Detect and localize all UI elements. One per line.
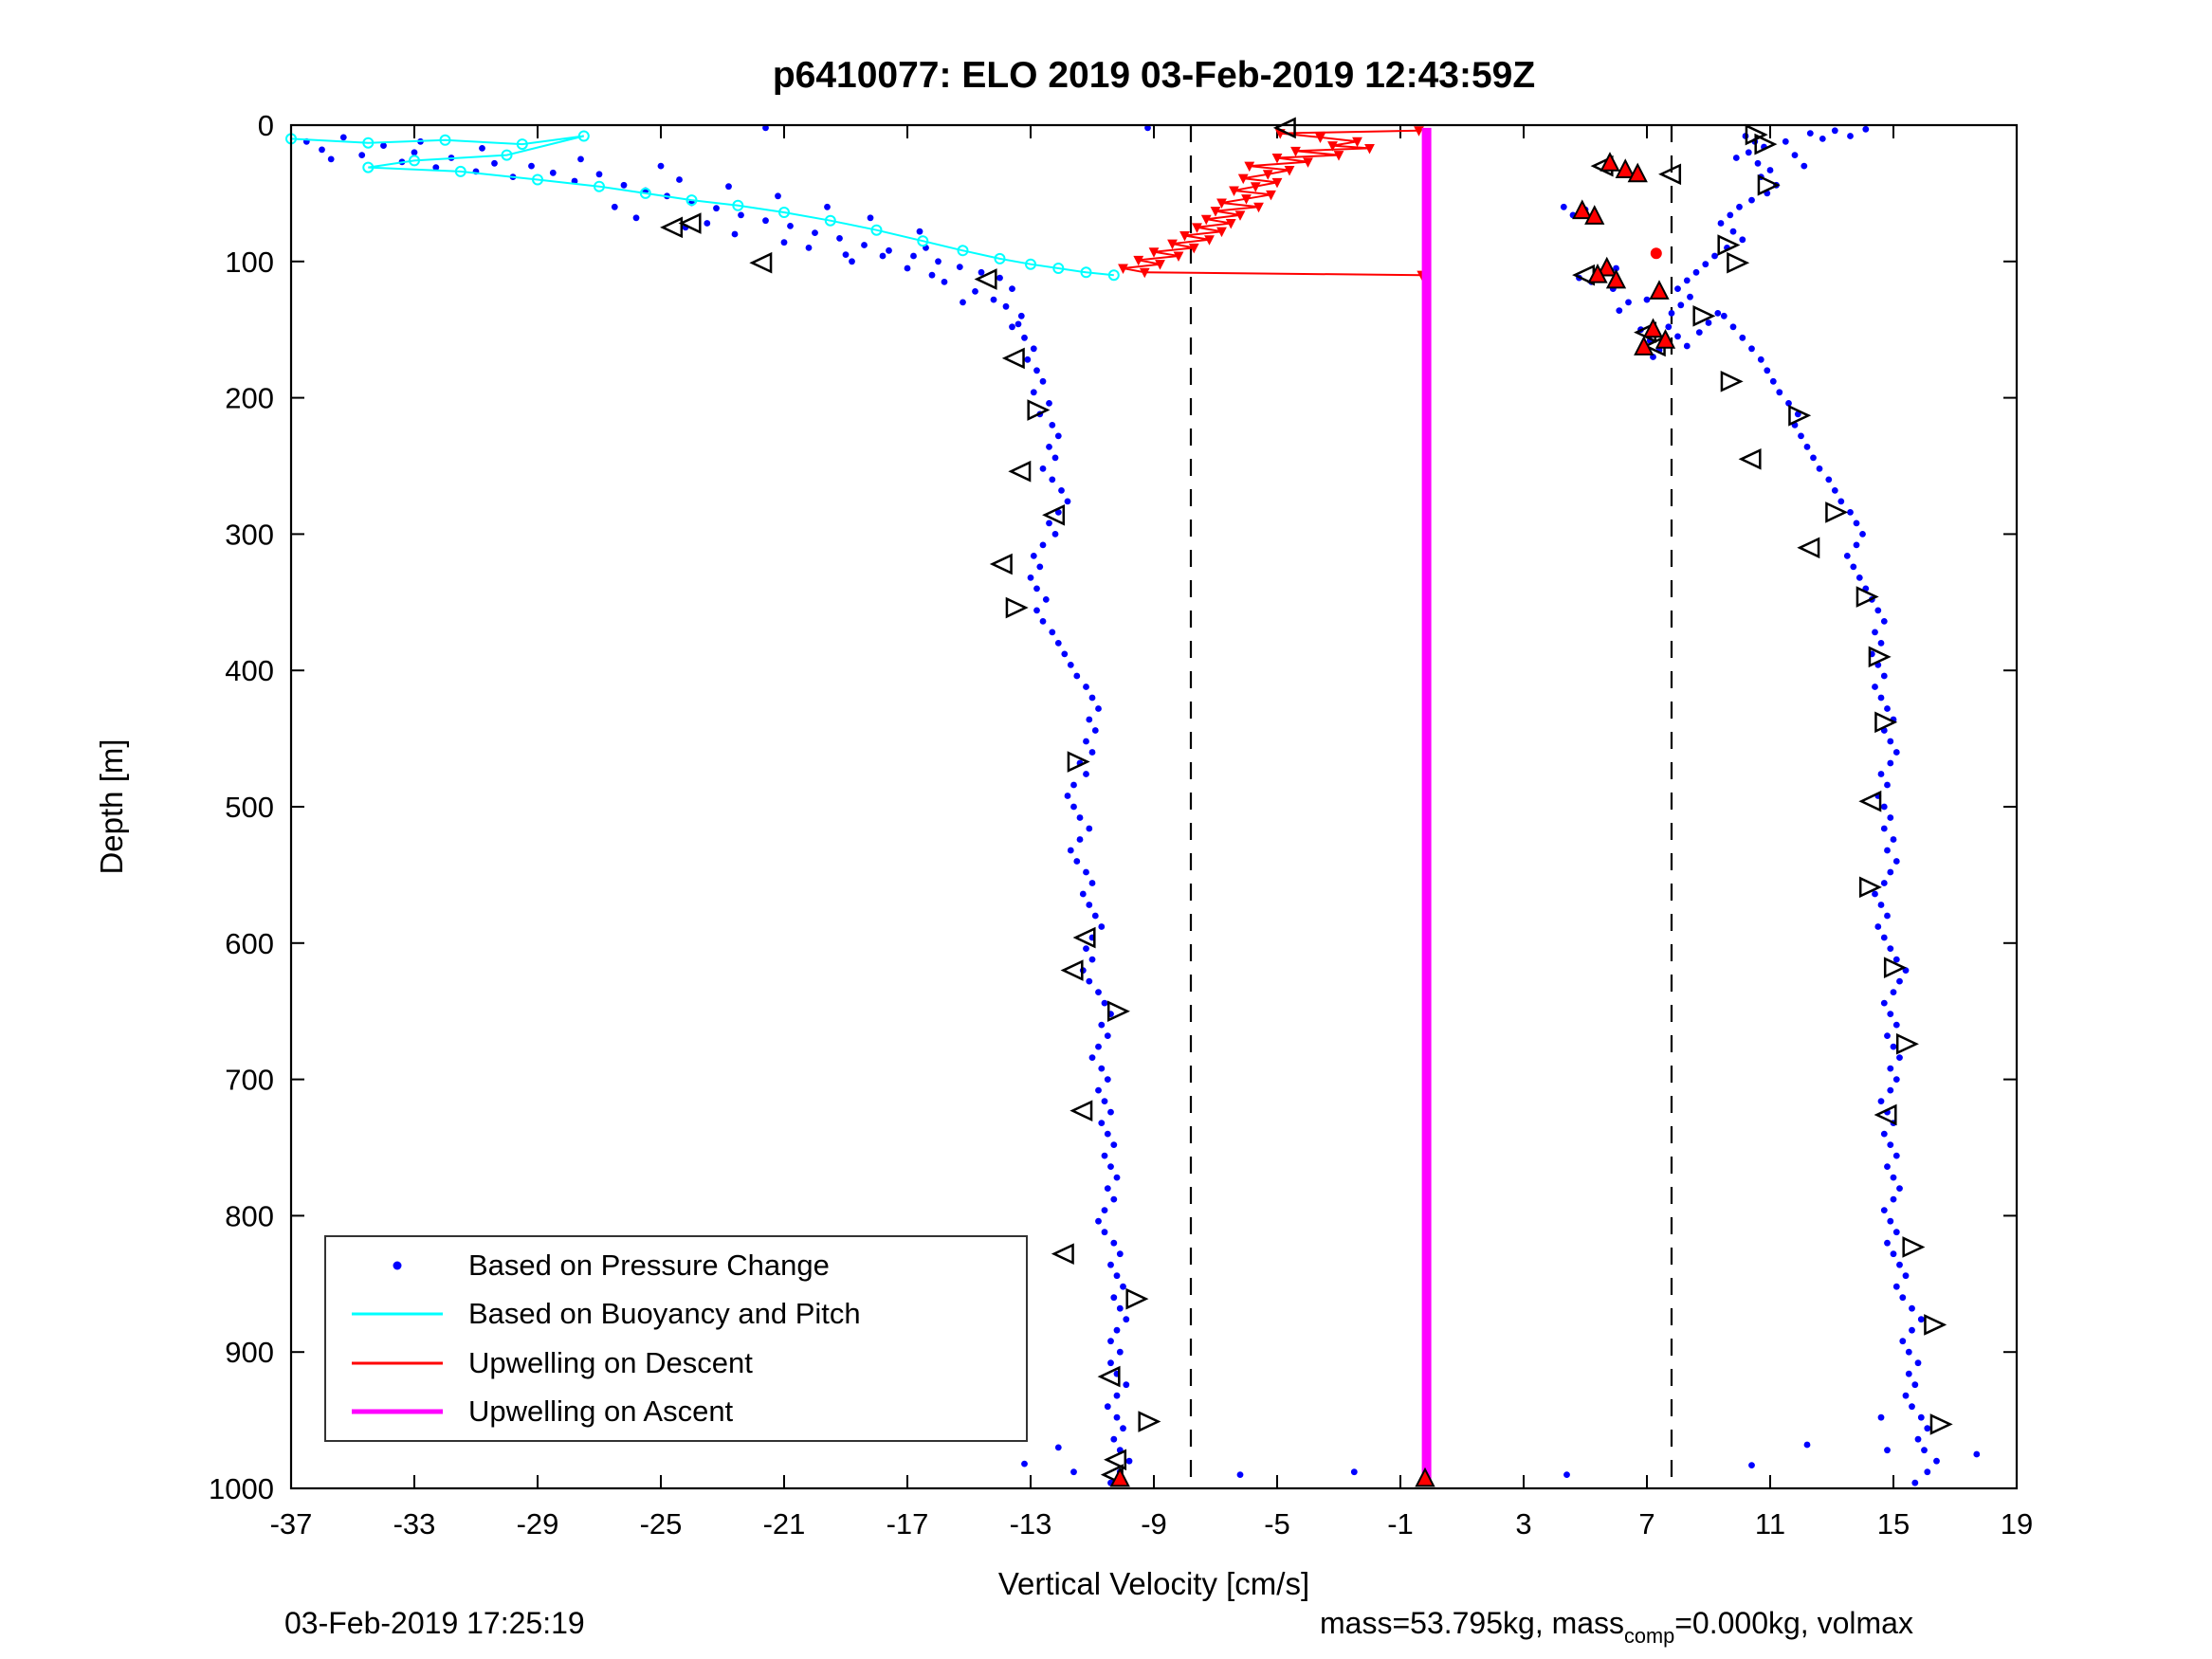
svg-text:-33: -33 bbox=[393, 1507, 436, 1540]
svg-text:19: 19 bbox=[2001, 1507, 2033, 1540]
svg-text:0: 0 bbox=[258, 109, 274, 142]
svg-text:3: 3 bbox=[1515, 1507, 1531, 1540]
svg-text:-29: -29 bbox=[517, 1507, 559, 1540]
legend-label: Based on Pressure Change bbox=[468, 1248, 830, 1282]
svg-text:11: 11 bbox=[1755, 1507, 1785, 1540]
series-pressure-descent-branch bbox=[1009, 312, 1133, 1486]
legend: Based on Pressure Change Based on Buoyanc… bbox=[324, 1235, 1028, 1442]
y-axis-label: Depth [m] bbox=[94, 738, 129, 875]
svg-text:-5: -5 bbox=[1264, 1507, 1290, 1540]
legend-line-marker-icon bbox=[326, 1405, 468, 1418]
svg-text:1000: 1000 bbox=[209, 1472, 274, 1505]
legend-entry-2: Upwelling on Descent bbox=[326, 1341, 1026, 1385]
series-flare-markers-right bbox=[1005, 123, 1953, 1435]
svg-text:100: 100 bbox=[225, 246, 274, 279]
legend-entry-1: Based on Buoyancy and Pitch bbox=[326, 1292, 1026, 1336]
mass-footer-subscript: comp bbox=[1624, 1623, 1675, 1648]
legend-entry-0: Based on Pressure Change bbox=[326, 1244, 1026, 1287]
mass-footer: mass=53.795kg, masscomp=0.000kg, volmax bbox=[1320, 1606, 1913, 1649]
mass-footer-text: mass=53.795kg, mass bbox=[1320, 1606, 1625, 1640]
legend-label: Based on Buoyancy and Pitch bbox=[468, 1297, 861, 1331]
series-upwelling-descent bbox=[1118, 126, 1428, 282]
svg-text:800: 800 bbox=[225, 1199, 274, 1232]
svg-text:-21: -21 bbox=[763, 1507, 806, 1540]
legend-label: Upwelling on Descent bbox=[468, 1345, 753, 1379]
svg-text:-1: -1 bbox=[1387, 1507, 1414, 1540]
axes-box bbox=[289, 123, 2019, 1490]
series-upwelling-flagged-points bbox=[1109, 152, 1676, 1487]
series-buoyancy-pitch-model bbox=[285, 130, 1120, 282]
threshold-dashed-lines bbox=[1189, 125, 1673, 1488]
legend-line-marker-icon bbox=[326, 1357, 468, 1370]
x-axis-label: Vertical Velocity [cm/s] bbox=[997, 1566, 1310, 1601]
series-red-dot bbox=[1650, 247, 1662, 260]
svg-text:-17: -17 bbox=[887, 1507, 929, 1540]
svg-text:200: 200 bbox=[225, 382, 274, 415]
svg-text:900: 900 bbox=[225, 1336, 274, 1369]
timestamp-footer: 03-Feb-2019 17:25:19 bbox=[284, 1606, 585, 1640]
svg-text:400: 400 bbox=[225, 654, 274, 687]
legend-entry-3: Upwelling on Ascent bbox=[326, 1390, 1026, 1433]
svg-text:-25: -25 bbox=[640, 1507, 683, 1540]
svg-text:-9: -9 bbox=[1141, 1507, 1167, 1540]
svg-text:500: 500 bbox=[225, 791, 274, 824]
svg-text:15: 15 bbox=[1877, 1507, 1910, 1540]
svg-text:-37: -37 bbox=[270, 1507, 313, 1540]
svg-text:-13: -13 bbox=[1010, 1507, 1052, 1540]
chart-title: p6410077: ELO 2019 03-Feb-2019 12:43:59Z bbox=[772, 55, 1536, 96]
legend-label: Upwelling on Ascent bbox=[468, 1395, 734, 1429]
svg-text:7: 7 bbox=[1638, 1507, 1654, 1540]
svg-text:600: 600 bbox=[225, 927, 274, 960]
svg-text:700: 700 bbox=[225, 1064, 274, 1097]
mass-footer-suffix: =0.000kg, volmax bbox=[1674, 1606, 1913, 1640]
legend-line-marker-icon bbox=[326, 1307, 468, 1321]
svg-text:300: 300 bbox=[225, 518, 274, 551]
legend-dot-marker-icon bbox=[326, 1259, 468, 1272]
